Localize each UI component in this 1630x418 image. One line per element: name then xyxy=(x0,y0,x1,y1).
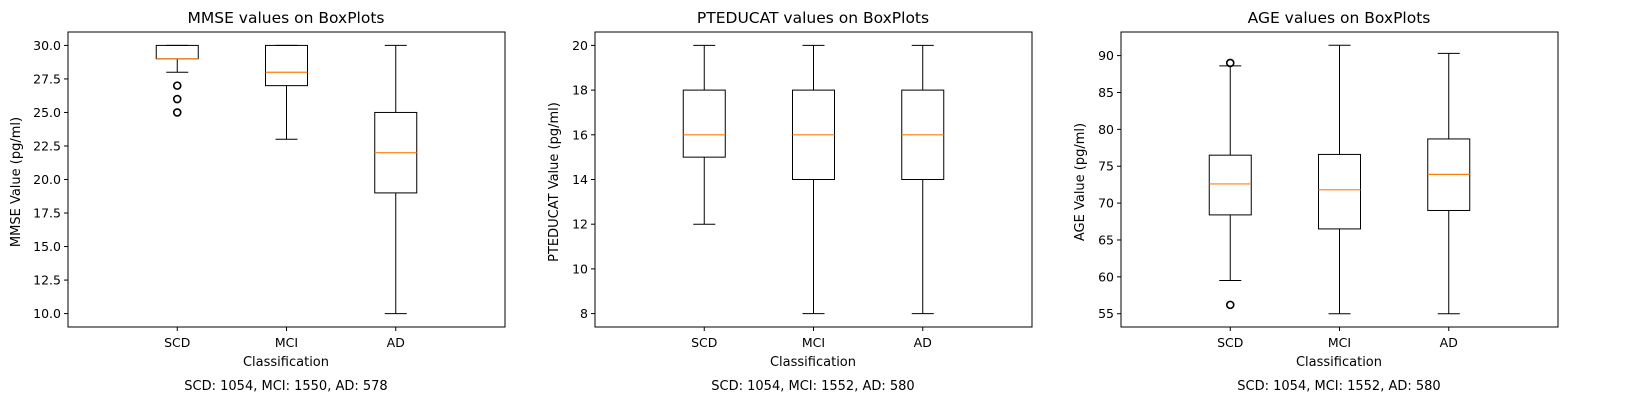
x-tick-label: AD xyxy=(1440,335,1458,350)
sample-count-note: SCD: 1054, MCI: 1550, AD: 578 xyxy=(184,379,387,394)
y-tick-label: 25.0 xyxy=(33,105,61,120)
boxplot-scd xyxy=(1208,58,1252,310)
mmse-plot-area: 10.0 12.5 15.0 17.5 20.0 22.5 25.0 27.5 30.0 SCD M… xyxy=(33,31,506,350)
age-plot-area: 55 60 65 70 75 80 85 90 SCD MCI AD xyxy=(1098,31,1559,350)
iqr-box xyxy=(682,89,726,158)
y-tick-label: 10.0 xyxy=(33,306,61,321)
y-tick-label: 75 xyxy=(1098,159,1114,174)
boxplot-mci xyxy=(265,44,308,140)
iqr-box xyxy=(1318,153,1361,230)
pteducat-boxplot-panel: PTEDUCAT values on BoxPlots Classificati… xyxy=(547,9,1033,394)
boxplot-scd xyxy=(155,44,199,117)
outlier-point xyxy=(1225,58,1235,68)
boxplot-ad xyxy=(1427,52,1471,315)
boxplot-ad xyxy=(901,44,945,315)
outlier-point xyxy=(172,94,182,104)
y-tick-label: 55 xyxy=(1098,306,1114,321)
y-tick-label: 16 xyxy=(572,127,588,142)
outlier-point xyxy=(1225,300,1235,310)
boxplot-mci xyxy=(1318,44,1361,315)
x-tick-label: AD xyxy=(387,335,405,350)
y-tick-label: 27.5 xyxy=(33,71,61,86)
y-axis-label: AGE Value (pg/ml) xyxy=(1073,123,1088,241)
x-tick-label: SCD xyxy=(691,335,717,350)
x-axis-label: Classification xyxy=(243,355,329,370)
x-tick-label: MCI xyxy=(1328,335,1351,350)
y-tick-label: 70 xyxy=(1098,196,1114,211)
y-tick-label: 20.0 xyxy=(33,172,61,187)
mmse-boxplot-panel: MMSE values on BoxPlots Classification M… xyxy=(9,9,506,394)
y-tick-label: 85 xyxy=(1098,85,1114,100)
boxplot-scd xyxy=(682,44,726,225)
x-axis-label: Classification xyxy=(1296,355,1382,370)
y-tick-label: 15.0 xyxy=(33,239,61,254)
x-tick-label: SCD xyxy=(164,335,190,350)
y-tick-label: 14 xyxy=(572,172,588,187)
pteducat-plot-area: 8 10 12 14 16 18 20 SCD MCI AD xyxy=(572,31,1033,350)
y-tick-label: 10 xyxy=(572,261,588,276)
y-tick-label: 20 xyxy=(572,38,588,53)
y-axis-label: PTEDUCAT Value (pg/ml) xyxy=(547,102,562,262)
boxplot-ad xyxy=(374,44,418,315)
y-tick-label: 30.0 xyxy=(33,38,61,53)
outlier-point xyxy=(172,81,182,90)
sample-count-note: SCD: 1054, MCI: 1552, AD: 580 xyxy=(1237,379,1440,394)
y-tick-label: 12 xyxy=(572,217,588,232)
y-tick-label: 60 xyxy=(1098,269,1114,284)
y-axis-label: MMSE Value (pg/ml) xyxy=(9,117,24,247)
outlier-point xyxy=(172,108,182,117)
iqr-box xyxy=(265,44,308,87)
axes-frame xyxy=(67,31,506,328)
x-tick-label: SCD xyxy=(1217,335,1243,350)
x-tick-label: MCI xyxy=(802,335,825,350)
y-tick-label: 65 xyxy=(1098,232,1114,247)
age-boxplot-panel: AGE values on BoxPlots Classification AG… xyxy=(1073,9,1559,394)
iqr-box xyxy=(1208,154,1252,216)
y-tick-label: 8 xyxy=(580,306,588,321)
x-axis-label: Classification xyxy=(770,355,856,370)
chart-title: AGE values on BoxPlots xyxy=(1248,9,1431,27)
x-tick-label: MCI xyxy=(275,335,298,350)
y-tick-label: 17.5 xyxy=(33,206,61,221)
y-tick-label: 90 xyxy=(1098,48,1114,63)
y-tick-label: 22.5 xyxy=(33,138,61,153)
iqr-box xyxy=(155,44,199,60)
sample-count-note: SCD: 1054, MCI: 1552, AD: 580 xyxy=(711,379,914,394)
boxplot-mci xyxy=(792,44,835,315)
x-tick-label: AD xyxy=(914,335,932,350)
chart-title: MMSE values on BoxPlots xyxy=(188,9,385,27)
chart-title: PTEDUCAT values on BoxPlots xyxy=(697,9,929,27)
y-tick-label: 80 xyxy=(1098,122,1114,137)
y-tick-label: 12.5 xyxy=(33,273,61,288)
y-tick-label: 18 xyxy=(572,83,588,98)
